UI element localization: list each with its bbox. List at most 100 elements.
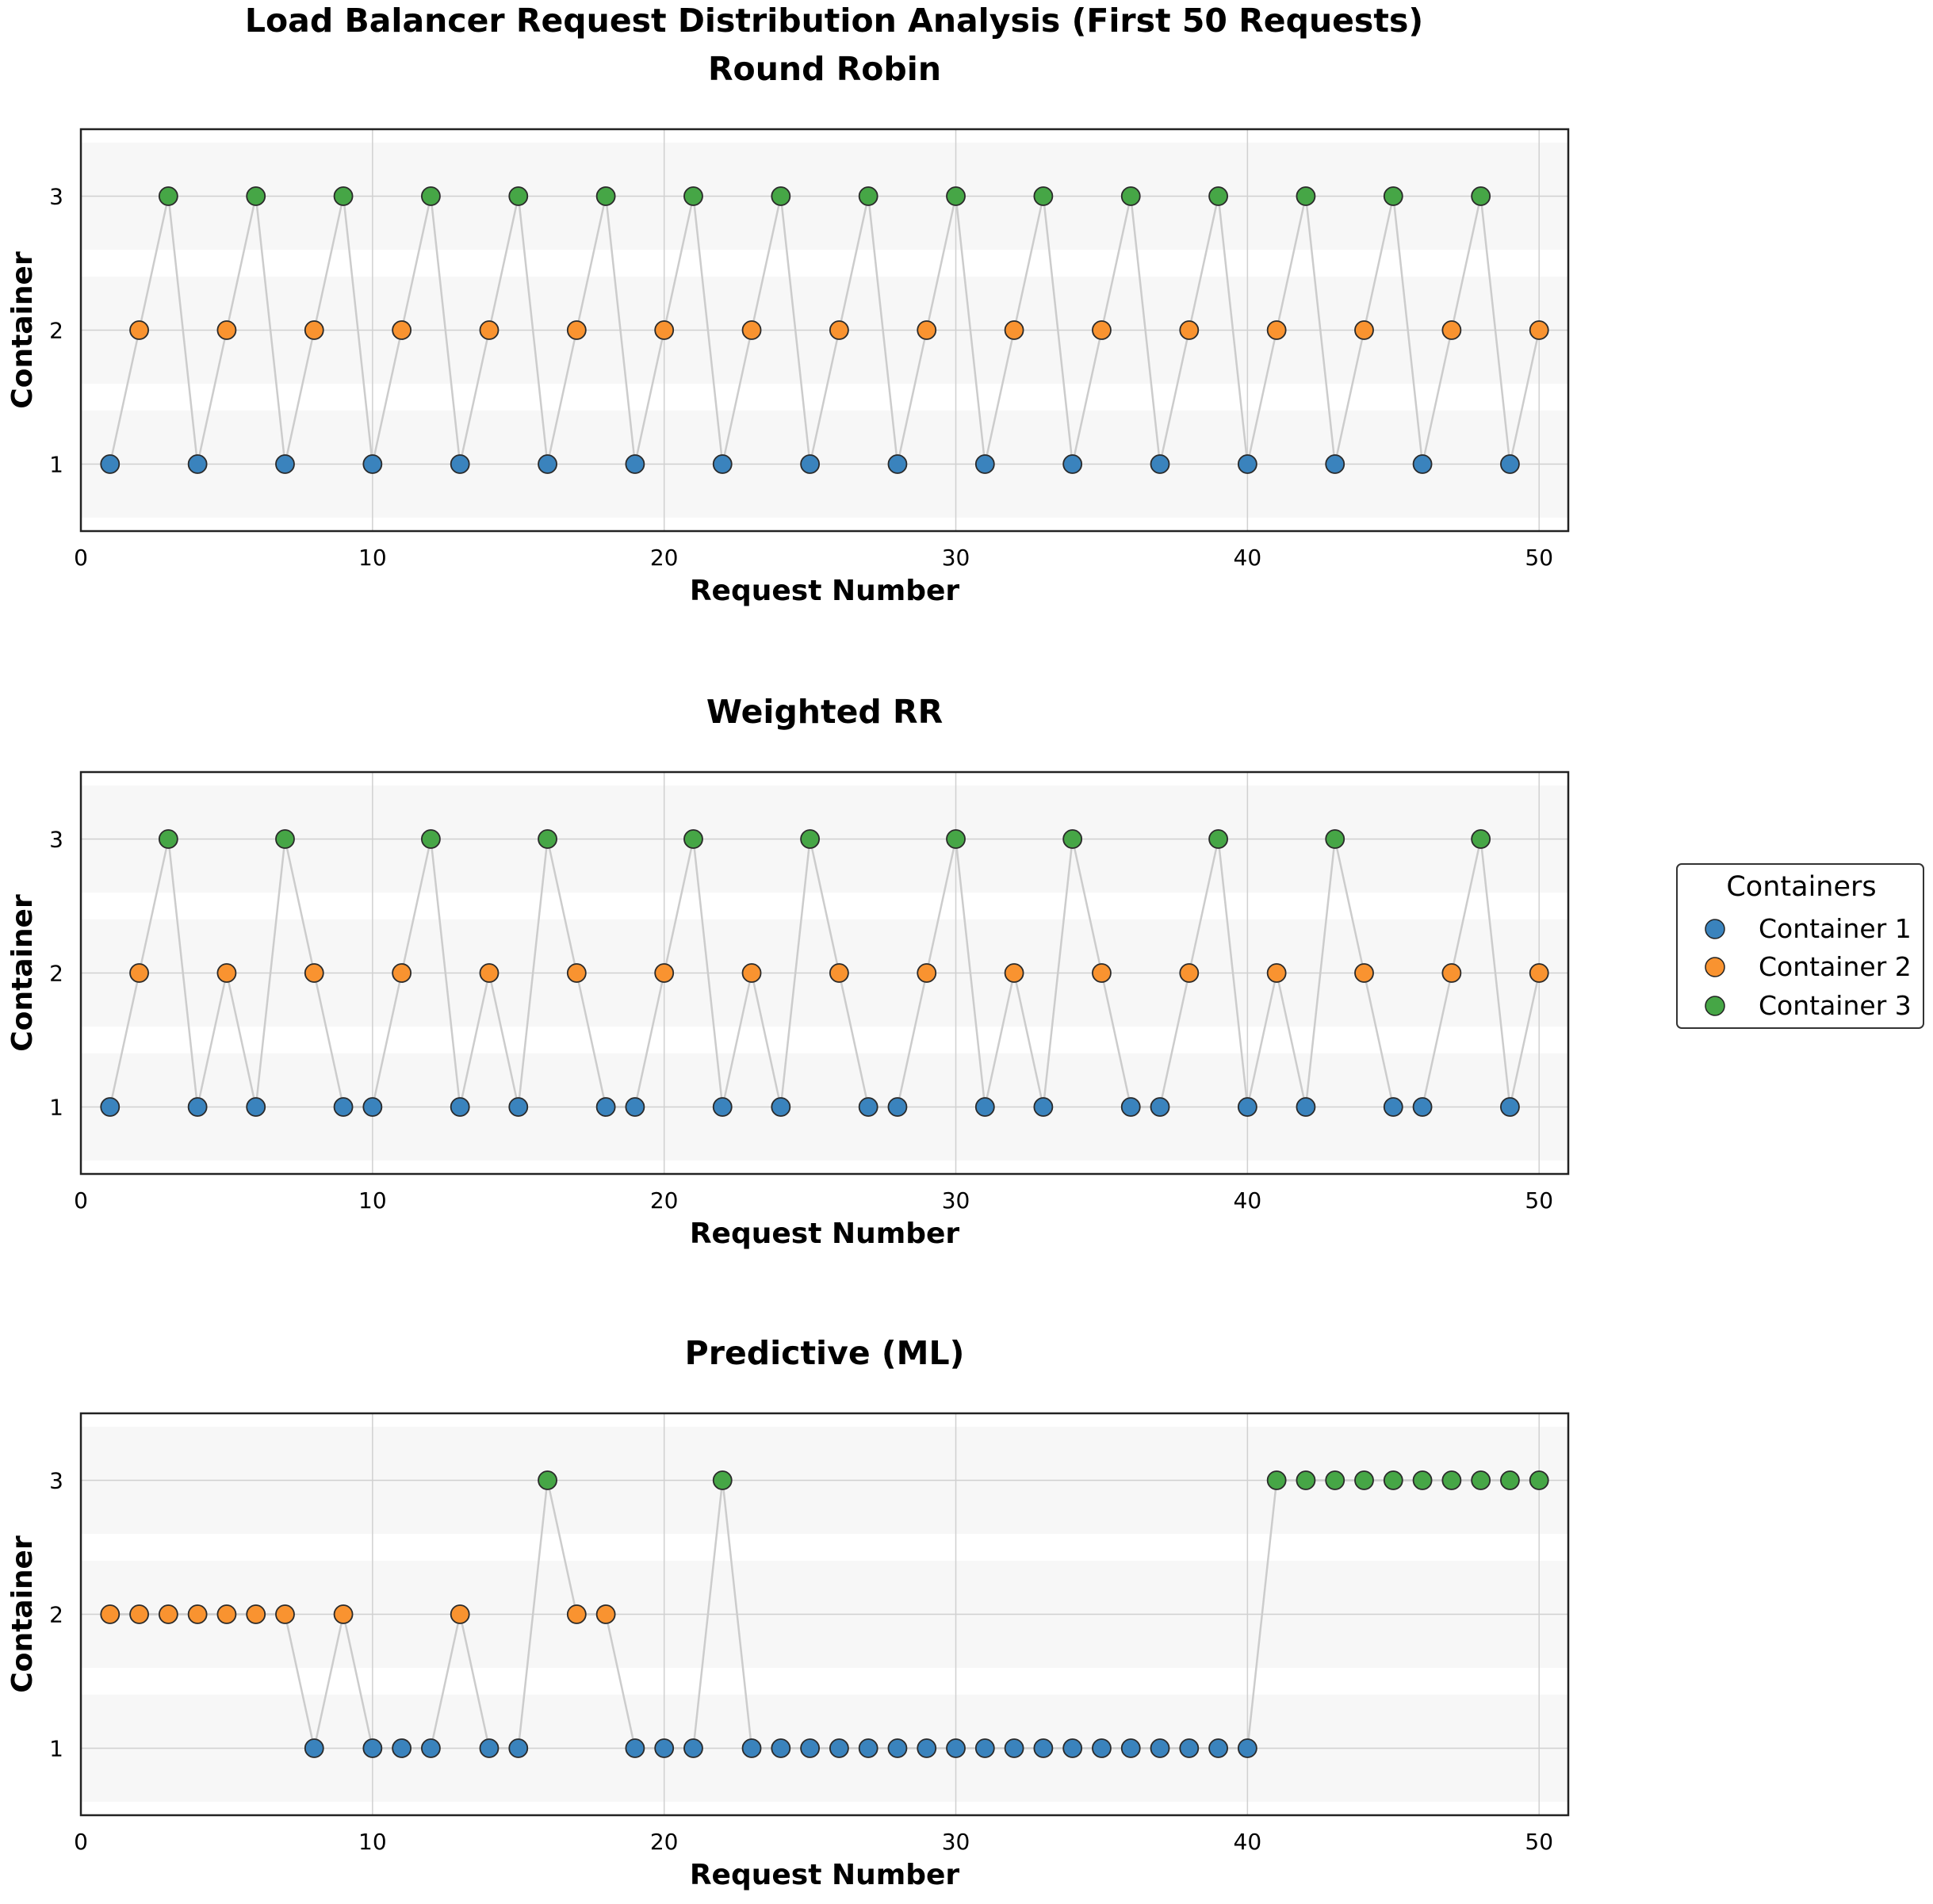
y-tick-label: 3 xyxy=(49,1468,63,1494)
x-tick-label: 10 xyxy=(358,545,387,571)
data-point-container-3 xyxy=(1062,829,1083,849)
panel-title: Weighted RR xyxy=(706,693,943,731)
data-point-container-2 xyxy=(187,1604,208,1624)
data-point-container-3 xyxy=(421,186,441,206)
legend-box xyxy=(1676,863,1924,1029)
axes-frame xyxy=(79,770,1570,1176)
data-point-container-3 xyxy=(421,829,441,849)
y-tick-label: 2 xyxy=(49,1602,63,1628)
data-point-container-1 xyxy=(304,1738,324,1758)
data-point-container-1 xyxy=(362,1738,383,1758)
data-point-container-3 xyxy=(1208,186,1228,206)
data-point-container-1 xyxy=(1237,454,1257,474)
data-point-container-3 xyxy=(858,186,878,206)
data-point-container-1 xyxy=(800,454,821,474)
data-point-container-1 xyxy=(508,1097,529,1117)
panel-1: Round Robin 0 10 20 30 40 50 1 2 3 Request Number C… xyxy=(6,50,1570,607)
data-point-container-1 xyxy=(595,1097,616,1117)
y-tick-label: 3 xyxy=(49,184,63,210)
data-point-container-2 xyxy=(566,963,587,983)
data-point-container-2 xyxy=(1354,963,1374,983)
data-point-container-2 xyxy=(1092,963,1112,983)
data-point-container-1 xyxy=(1033,1738,1054,1758)
y-tick-label: 1 xyxy=(49,1736,63,1762)
panel-title: Round Robin xyxy=(708,50,941,88)
data-point-container-2 xyxy=(1529,320,1549,340)
data-point-container-2 xyxy=(333,1604,354,1624)
data-point-container-3 xyxy=(158,829,178,849)
data-point-container-2 xyxy=(479,320,500,340)
data-point-container-2 xyxy=(304,963,324,983)
data-point-container-2 xyxy=(917,963,937,983)
data-point-container-2 xyxy=(1004,320,1024,340)
data-point-container-1 xyxy=(479,1738,500,1758)
data-point-container-1 xyxy=(1412,454,1433,474)
data-point-container-1 xyxy=(712,454,733,474)
data-point-container-3 xyxy=(1412,1470,1433,1490)
data-point-container-1 xyxy=(741,1738,762,1758)
data-point-container-1 xyxy=(625,1738,645,1758)
y-tick-label: 2 xyxy=(49,318,63,344)
data-point-container-2 xyxy=(216,1604,237,1624)
data-point-container-1 xyxy=(858,1738,878,1758)
data-point-container-3 xyxy=(946,186,966,206)
data-point-container-3 xyxy=(800,829,821,849)
data-point-container-2 xyxy=(741,963,762,983)
data-point-container-3 xyxy=(1208,829,1228,849)
x-tick-label: 0 xyxy=(74,1829,88,1855)
data-point-container-1 xyxy=(974,1097,995,1117)
data-point-container-1 xyxy=(887,1738,908,1758)
data-point-container-2 xyxy=(1441,320,1462,340)
data-point-container-3 xyxy=(538,1470,557,1490)
data-point-container-2 xyxy=(595,1604,616,1624)
data-point-container-2 xyxy=(129,963,149,983)
y-tick-label: 2 xyxy=(49,961,63,987)
y-tick-label: 3 xyxy=(49,827,63,853)
data-point-container-1 xyxy=(1033,1097,1054,1117)
panel-2: Weighted RR 0 10 20 30 40 50 1 2 3 Request Number C… xyxy=(6,693,1570,1250)
data-point-container-3 xyxy=(712,1470,733,1490)
data-point-container-2 xyxy=(829,320,849,340)
x-tick-label: 0 xyxy=(74,1187,88,1214)
data-point-container-1 xyxy=(625,454,645,474)
data-point-container-1 xyxy=(771,1738,791,1758)
data-point-container-3 xyxy=(508,186,529,206)
data-point-container-1 xyxy=(1062,1738,1083,1758)
x-tick-label: 10 xyxy=(358,1187,387,1214)
legend-marker-container-2 xyxy=(1705,957,1725,977)
data-point-container-2 xyxy=(450,1604,470,1624)
y-tick-label: 1 xyxy=(49,452,63,478)
x-tick-label: 50 xyxy=(1525,1829,1553,1855)
data-point-container-1 xyxy=(100,1097,121,1117)
data-point-container-1 xyxy=(625,1097,645,1117)
data-point-container-3 xyxy=(1471,1470,1491,1490)
data-point-container-2 xyxy=(654,963,675,983)
data-point-container-1 xyxy=(800,1738,821,1758)
legend: Containers Container 1 Container 2 Conta… xyxy=(1676,863,1924,1029)
x-tick-label: 20 xyxy=(650,1829,679,1855)
data-point-container-1 xyxy=(392,1738,412,1758)
y-axis-label: Container xyxy=(6,251,39,409)
data-point-container-2 xyxy=(1529,963,1549,983)
x-tick-label: 0 xyxy=(74,545,88,571)
data-point-container-2 xyxy=(1092,320,1112,340)
data-point-container-3 xyxy=(1500,1470,1520,1490)
data-point-container-1 xyxy=(100,454,121,474)
data-point-container-3 xyxy=(1325,1470,1345,1490)
x-tick-label: 50 xyxy=(1525,1187,1553,1214)
data-point-container-3 xyxy=(158,186,178,206)
data-point-container-1 xyxy=(1325,454,1345,474)
x-tick-label: 50 xyxy=(1525,545,1553,571)
panel-title: Predictive (ML) xyxy=(685,1334,965,1372)
axes-frame xyxy=(79,1412,1570,1817)
data-point-container-1 xyxy=(1150,1738,1170,1758)
data-point-container-1 xyxy=(887,454,908,474)
x-axis-label: Request Number xyxy=(690,1859,960,1891)
data-point-container-1 xyxy=(1237,1738,1257,1758)
legend-title: Containers xyxy=(1726,871,1876,903)
data-point-container-3 xyxy=(1383,186,1403,206)
data-point-container-1 xyxy=(712,1097,733,1117)
data-point-container-1 xyxy=(1500,1097,1520,1117)
data-point-container-1 xyxy=(1092,1738,1112,1758)
x-tick-label: 10 xyxy=(358,1829,387,1855)
